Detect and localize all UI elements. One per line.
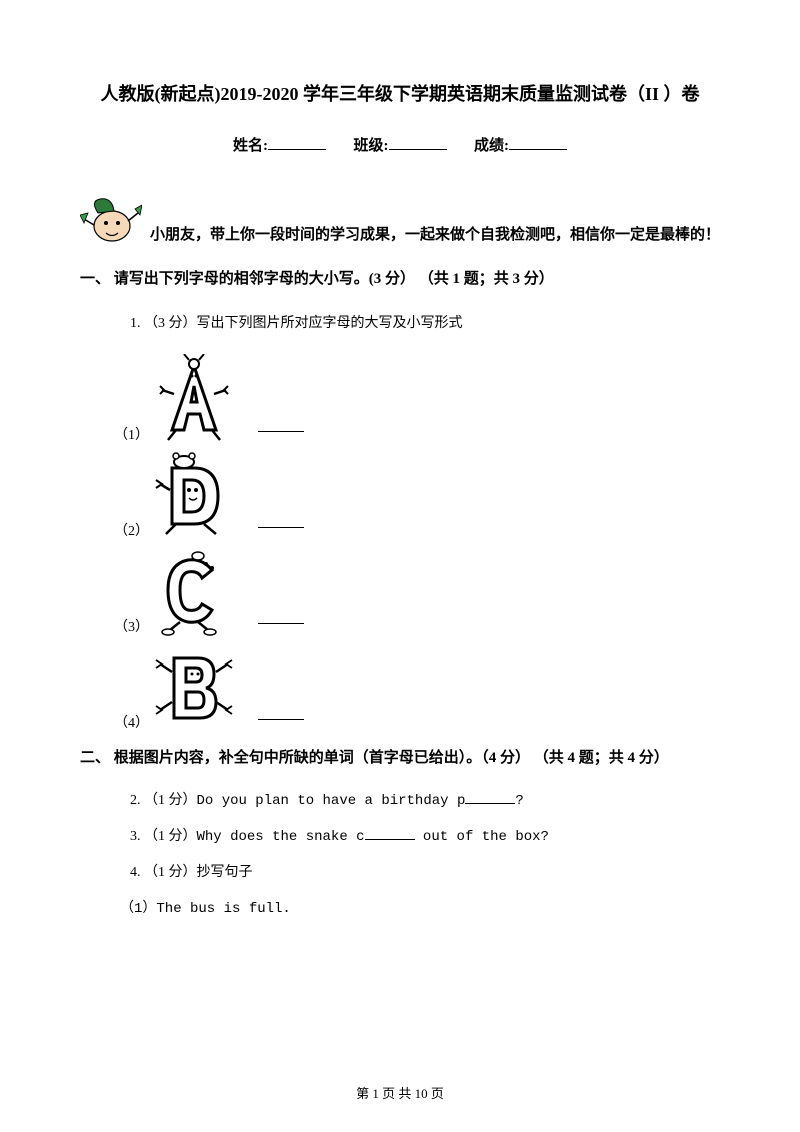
class-blank[interactable] (389, 135, 447, 150)
section-1-heading: 一、 请写出下列字母的相邻字母的大小写。(3 分） （共 1 题；共 3 分） (80, 267, 720, 293)
q4-text: 抄写句子 (197, 865, 253, 880)
item-1: （1） (114, 354, 720, 444)
letter-a-icon (154, 354, 234, 444)
q4-prefix: 4. （1 分） (130, 865, 197, 880)
score-label: 成绩: (474, 138, 509, 154)
name-blank[interactable] (268, 135, 326, 150)
item-num: （4） (114, 712, 154, 732)
section-2-heading: 二、 根据图片内容，补全句中所缺的单词（首字母已给出）。（4 分） （共 4 题… (80, 746, 720, 772)
question-2: 2. （1 分）Do you plan to have a birthday p… (130, 789, 720, 809)
q2-blank[interactable] (465, 803, 515, 804)
q3-suffix: out of the box? (415, 829, 549, 845)
score-blank[interactable] (509, 135, 567, 150)
intro-text: 小朋友，带上你一段时间的学习成果，一起来做个自我检测吧，相信你一定是最棒的！ (150, 195, 720, 244)
item-4: （4） (114, 642, 720, 732)
answer-blank[interactable] (258, 622, 304, 624)
answer-blank[interactable] (258, 430, 304, 432)
intro-row: 小朋友，带上你一段时间的学习成果，一起来做个自我检测吧，相信你一定是最棒的！ (80, 191, 720, 247)
letter-c-icon (154, 546, 234, 636)
mascot-icon (80, 191, 142, 247)
letter-d-icon (154, 450, 234, 540)
q3-text: Why does the snake c (197, 829, 365, 845)
name-label: 姓名: (233, 138, 268, 154)
q3-prefix: 3. （1 分） (130, 829, 197, 844)
q2-prefix: 2. （1 分） (130, 793, 197, 808)
question-4-sub: （1）The bus is full. (120, 897, 720, 917)
item-3: （3） (114, 546, 720, 636)
q2-suffix: ? (515, 793, 523, 809)
question-4: 4. （1 分）抄写句子 (130, 861, 720, 881)
answer-blank[interactable] (258, 718, 304, 720)
letter-b-icon (154, 642, 234, 732)
class-label: 班级: (354, 138, 389, 154)
item-2: （2） (114, 450, 720, 540)
page-footer: 第 1 页 共 10 页 (0, 1083, 800, 1102)
q3-blank[interactable] (365, 839, 415, 840)
item-num: （3） (114, 616, 154, 636)
q2-text: Do you plan to have a birthday p (197, 793, 466, 809)
item-num: （1） (114, 424, 154, 444)
item-num: （2） (114, 520, 154, 540)
student-info-line: 姓名: 班级: 成绩: (80, 134, 720, 155)
answer-blank[interactable] (258, 526, 304, 528)
page-title: 人教版(新起点)2019-2020 学年三年级下学期英语期末质量监测试卷（II … (80, 80, 720, 106)
question-1: 1. （3 分）写出下列图片所对应字母的大写及小写形式 (130, 311, 720, 336)
question-3: 3. （1 分）Why does the snake c out of the … (130, 825, 720, 845)
